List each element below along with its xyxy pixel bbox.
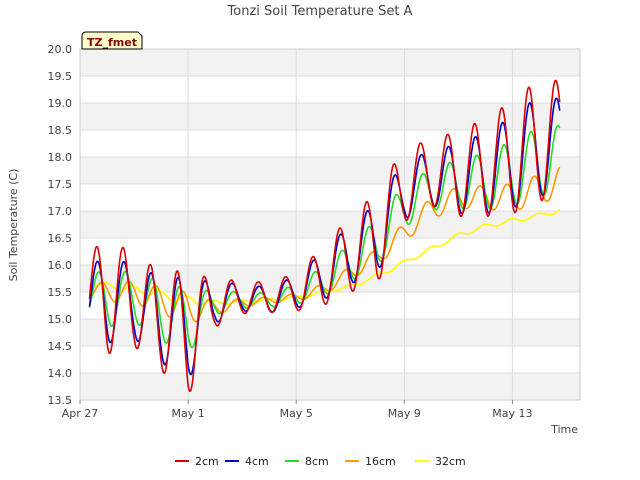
grid-band bbox=[80, 49, 580, 76]
y-tick-label: 16.5 bbox=[48, 232, 73, 245]
legend-label-2cm: 2cm bbox=[195, 455, 219, 468]
legend-label-4cm: 4cm bbox=[245, 455, 269, 468]
grid-band bbox=[80, 211, 580, 238]
series-line-16cm bbox=[89, 166, 561, 323]
y-axis-label: Soil Temperature (C) bbox=[7, 169, 20, 282]
x-tick-label: May 9 bbox=[388, 407, 421, 420]
x-tick-label: May 13 bbox=[492, 407, 532, 420]
y-tick-label: 20.0 bbox=[48, 43, 73, 56]
grid-band bbox=[80, 319, 580, 346]
plot-frame bbox=[79, 48, 581, 401]
y-tick-label: 13.5 bbox=[48, 394, 73, 407]
plot-bands bbox=[80, 49, 580, 400]
series-line-2cm bbox=[88, 79, 561, 393]
grid-band bbox=[80, 157, 580, 184]
y-tick-label: 15.5 bbox=[48, 286, 73, 299]
y-tick-label: 17.5 bbox=[48, 178, 73, 191]
legend-label-16cm: 16cm bbox=[365, 455, 396, 468]
site-badge: TZ_fmet bbox=[81, 31, 143, 50]
x-tick-label: Apr 27 bbox=[62, 407, 99, 420]
x-tick-labels: Apr 27 May 1 May 5 May 9 May 13 bbox=[62, 400, 533, 420]
y-tick-label: 17.0 bbox=[48, 205, 73, 218]
site-badge-text: TZ_fmet bbox=[87, 36, 137, 49]
site-badge-box bbox=[81, 31, 143, 50]
x-tick-label: May 1 bbox=[171, 407, 204, 420]
legend-label-32cm: 32cm bbox=[435, 455, 466, 468]
y-tick-label: 19.5 bbox=[48, 70, 73, 83]
x-tick-label: May 5 bbox=[280, 407, 313, 420]
y-tick-label: 18.0 bbox=[48, 151, 73, 164]
y-tick-label: 16.0 bbox=[48, 259, 73, 272]
chart-title: Tonzi Soil Temperature Set A bbox=[227, 4, 413, 19]
y-tick-labels: 13.5 14.0 14.5 15.0 15.5 16.0 16.5 17.0 17.5 18.0… bbox=[48, 43, 73, 407]
x-axis-label: Time bbox=[550, 423, 578, 436]
legend-label-8cm: 8cm bbox=[305, 455, 329, 468]
grid-band bbox=[80, 103, 580, 130]
y-tick-label: 14.5 bbox=[48, 340, 73, 353]
y-tick-label: 14.0 bbox=[48, 367, 73, 380]
series-layer bbox=[88, 79, 561, 393]
grid-band bbox=[80, 373, 580, 400]
y-tick-label: 15.0 bbox=[48, 313, 73, 326]
y-tick-label: 19.0 bbox=[48, 97, 73, 110]
legend: 2cm 4cm 8cm 16cm 32cm bbox=[175, 455, 466, 468]
y-tick-label: 18.5 bbox=[48, 124, 73, 137]
